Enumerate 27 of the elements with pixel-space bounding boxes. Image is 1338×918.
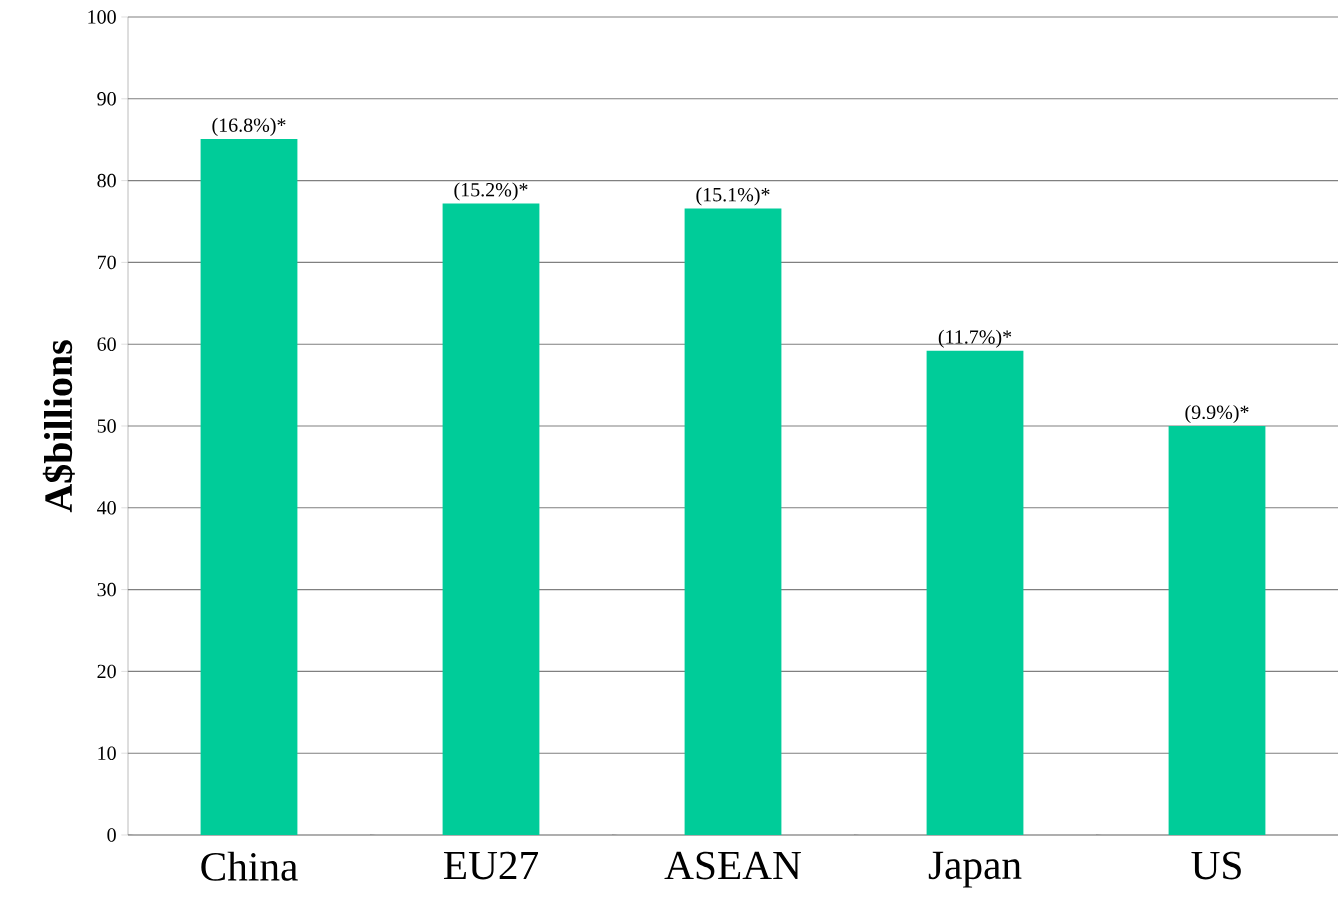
x-tick-label: China xyxy=(201,851,298,881)
y-tick-label: 100 xyxy=(88,10,116,24)
bar xyxy=(442,203,540,835)
x-tick-label: ASEAN xyxy=(664,851,801,880)
annotation: (15.2%)* xyxy=(454,182,528,201)
annotation: (9.9%)* xyxy=(1185,404,1249,424)
y-axis-title: A$billions xyxy=(42,340,75,513)
bar xyxy=(200,138,298,835)
x-tick-label: EU27 xyxy=(443,851,539,880)
bar xyxy=(684,208,782,835)
y-tick-label: 70 xyxy=(97,255,116,270)
annotation: (15.1%)* xyxy=(696,187,770,206)
bar xyxy=(926,350,1024,835)
y-tick-label: 30 xyxy=(97,582,116,597)
y-tick-label: 90 xyxy=(97,92,116,106)
annotation: (11.7%)* xyxy=(938,329,1012,348)
y-tick-label: 20 xyxy=(97,664,116,679)
x-tick-label: Japan xyxy=(928,851,1022,888)
y-tick-label: 0 xyxy=(107,828,116,842)
annotation: (16.8%)* xyxy=(212,117,286,136)
y-tick-label: 80 xyxy=(97,173,116,188)
y-tick-label: 50 xyxy=(97,419,116,433)
bar xyxy=(1168,426,1266,835)
y-tick-label: 40 xyxy=(97,501,116,515)
y-tick-label: 60 xyxy=(97,337,116,351)
x-tick-label: US xyxy=(1191,851,1241,880)
y-tick-label: 10 xyxy=(98,746,116,760)
